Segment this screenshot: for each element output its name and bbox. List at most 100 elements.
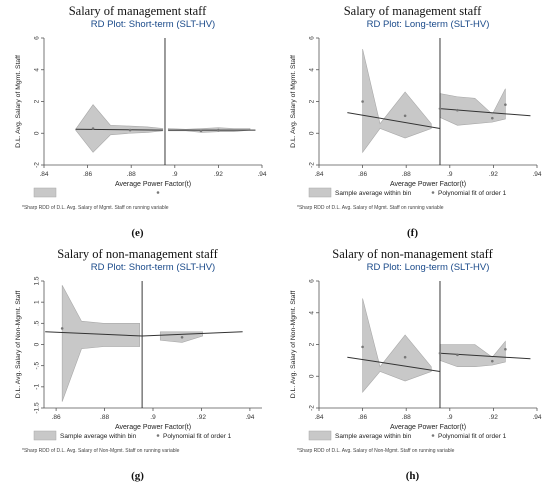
rd-plot-h: RD Plot: Long-term (SLT-HV) -2 0 2 4 6 .84 .86.… [290, 262, 542, 454]
footnote: *Sharp RDD of D.L. Avg. Salary of Mgmt. … [297, 205, 444, 211]
y-tick-label: -2 [309, 405, 316, 411]
y-tick-label: 2 [34, 99, 41, 103]
legend-area-swatch [33, 187, 57, 198]
legend-point-symbol [156, 191, 160, 194]
fit-line-right [439, 352, 531, 360]
band-left [61, 285, 140, 402]
y-tick-label: 4 [34, 68, 41, 72]
x-tick-label: .9 [150, 414, 156, 421]
x-tick-label: .88 [100, 414, 109, 421]
y-axis-title: D.L. Avg. Salary of Mgmt. Staff [15, 55, 22, 148]
band-right [439, 340, 506, 368]
x-tick-label: .86 [52, 414, 61, 421]
x-axis-title: Average Power Factor(t) [115, 181, 191, 188]
bin-average-point [180, 336, 184, 339]
y-axis-title: D.L. Avg. Salary of Non-Mgmt. Staff [290, 291, 297, 399]
bin-average-point [361, 345, 364, 349]
x-axis-title: Average Power Factor(t) [390, 181, 466, 188]
bin-average-point [491, 359, 494, 363]
x-tick-label: .92 [489, 171, 498, 178]
bin-average-point [491, 116, 494, 120]
y-tick-label: 0 [309, 374, 316, 378]
y-tick-label: -.5 [34, 361, 41, 369]
panel-g: Salary of non-management staff RD Plot: … [0, 243, 275, 486]
x-tick-label: .9 [447, 171, 453, 178]
y-tick-label: -2 [309, 162, 316, 168]
x-tick-label: .88 [402, 171, 411, 178]
x-tick-label: .88 [127, 171, 136, 178]
x-axis-title: Average Power Factor(t) [390, 424, 466, 431]
bin-average-point [403, 355, 407, 359]
bin-average-point [438, 351, 442, 355]
x-tick-label: .92 [489, 414, 498, 421]
y-tick-label: 0 [309, 131, 316, 135]
bin-average-point [128, 128, 132, 132]
legend-point-symbol [431, 434, 435, 437]
panel-letter: (e) [131, 227, 144, 239]
chart-title: RD Plot: Long-term (SLT-HV) [367, 262, 490, 273]
y-tick-label: 4 [309, 68, 316, 72]
fit-line-left [347, 356, 441, 372]
bin-average-point [217, 128, 220, 132]
bin-average-point [456, 108, 459, 112]
chart-title: RD Plot: Short-term (SLT-HV) [91, 19, 215, 30]
x-tick-label: .94 [532, 171, 541, 178]
bin-average-point [438, 107, 442, 110]
chart-title: RD Plot: Long-term (SLT-HV) [367, 19, 490, 30]
panel-f: Salary of management staff RD Plot: Long… [275, 0, 550, 243]
bin-average-point [91, 127, 95, 130]
bin-average-point [60, 327, 64, 330]
panel-title: Salary of non-management staff [57, 247, 218, 261]
y-tick-label: 6 [34, 36, 41, 40]
x-tick-label: .94 [245, 414, 254, 421]
x-tick-label: .86 [83, 171, 92, 178]
x-tick-label: .86 [358, 171, 367, 178]
y-tick-label: .5 [34, 320, 41, 326]
y-tick-label: 1 [34, 300, 41, 304]
legend-point-symbol [431, 191, 435, 194]
x-tick-label: .84 [314, 414, 323, 421]
fit-line-left [45, 331, 143, 337]
legend-area-swatch [308, 430, 332, 441]
fit-line-left [347, 112, 441, 129]
panel-e: Salary of management staff RD Plot: Shor… [0, 0, 275, 243]
y-tick-label: -1 [34, 384, 41, 390]
panel-letter: (f) [407, 227, 418, 239]
y-tick-label: 0 [34, 131, 41, 135]
y-tick-label: 0 [34, 342, 41, 346]
legend-fit-label: Polynomial fit of order 1 [163, 433, 232, 440]
x-tick-label: .9 [172, 171, 178, 178]
fit-line-left [75, 128, 163, 131]
legend-area-label: Sample average within bin [60, 433, 137, 440]
x-tick-label: .84 [314, 171, 323, 178]
bin-average-point [361, 100, 364, 103]
y-axis-title: D.L. Avg. Salary of Non-Mgmt. Staff [15, 291, 22, 399]
footnote: *Sharp RDD of D.L. Avg. Salary of Non-Mg… [297, 448, 455, 454]
footnote: *Sharp RDD of D.L. Avg. Salary of Non-Mg… [22, 448, 180, 454]
rd-plot-g: RD Plot: Short-term (SLT-HV) -1.5 -1 -.5 0 .5… [15, 262, 262, 454]
panel-h: Salary of non-management staff RD Plot: … [275, 243, 550, 486]
bin-average-point [456, 353, 459, 357]
x-tick-label: .94 [532, 414, 541, 421]
fit-line-right [439, 108, 531, 117]
x-tick-label: .86 [358, 414, 367, 421]
bin-average-point [199, 129, 203, 133]
footnote: *Sharp RDD of D.L. Avg. Salary of Mgmt. … [22, 205, 169, 211]
x-tick-label: .84 [39, 171, 48, 178]
bin-average-point [504, 103, 507, 106]
bin-average-point [403, 114, 407, 118]
rd-plot-e: RD Plot: Short-term (SLT-HV) -2 0 2 4 6 .84 .86… [15, 19, 267, 211]
chart-title: RD Plot: Short-term (SLT-HV) [91, 262, 215, 273]
legend-area-label: Sample average within bin [335, 190, 412, 197]
fit-line-right [142, 331, 243, 337]
panel-title: Salary of management staff [68, 4, 207, 18]
x-tick-label: .9 [447, 414, 453, 421]
y-tick-label: 2 [309, 99, 316, 103]
bin-average-point [504, 347, 507, 351]
panel-letter: (g) [131, 470, 144, 482]
panel-title: Salary of non-management staff [332, 247, 493, 261]
x-tick-label: .92 [214, 171, 223, 178]
legend-area-swatch [308, 187, 332, 198]
rd-plot-f: RD Plot: Long-term (SLT-HV) -2 0 2 4 6 .84 .86.… [290, 19, 542, 211]
band-left [362, 298, 432, 393]
